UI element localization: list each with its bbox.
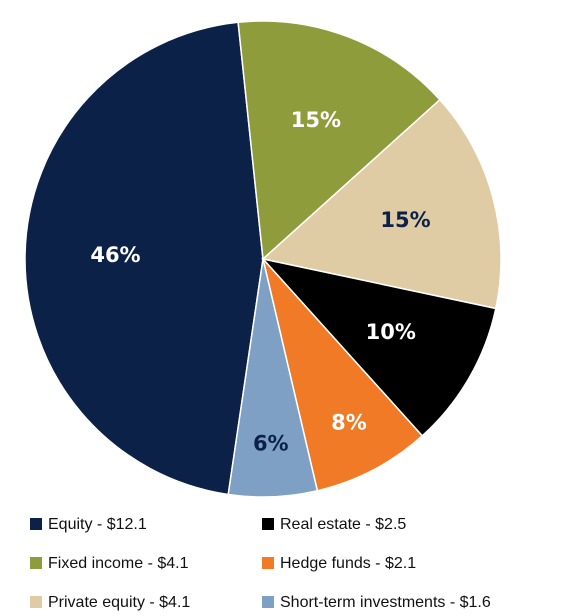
pie-slice	[24, 21, 264, 496]
pie-slice	[262, 258, 424, 492]
slice-label: 8%	[331, 411, 367, 435]
legend-label: Fixed income - $4.1	[48, 555, 189, 572]
legend-label: Short-term investments - $1.6	[280, 594, 491, 611]
legend-label: Hedge funds - $2.1	[280, 555, 416, 572]
legend-swatch	[262, 596, 274, 608]
legend-label: Private equity - $4.1	[48, 594, 190, 611]
legend-swatch	[262, 557, 274, 569]
slice-label: 10%	[366, 320, 416, 344]
legend-label: Equity - $12.1	[48, 516, 147, 533]
legend-swatch	[30, 557, 42, 569]
legend-label: Real estate - $2.5	[280, 516, 406, 533]
pie-slice	[227, 258, 319, 498]
legend-swatch	[262, 518, 274, 530]
legend-swatch	[30, 518, 42, 530]
slice-label: 6%	[253, 431, 289, 455]
pie-slice	[260, 257, 497, 437]
slice-label: 15%	[380, 208, 430, 232]
slice-label: 15%	[291, 108, 341, 132]
slice-label: 46%	[90, 243, 140, 267]
pie-slice	[261, 98, 502, 310]
pie-slice	[237, 20, 441, 261]
legend-swatch	[30, 596, 42, 608]
